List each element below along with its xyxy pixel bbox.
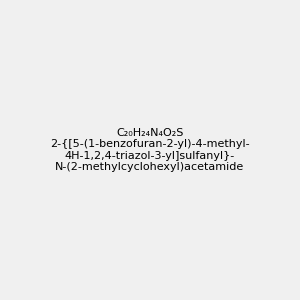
Text: C₂₀H₂₄N₄O₂S
2-{[5-(1-benzofuran-2-yl)-4-methyl-
4H-1,2,4-triazol-3-yl]sulfanyl}-: C₂₀H₂₄N₄O₂S 2-{[5-(1-benzofuran-2-yl)-4-… [50,128,250,172]
